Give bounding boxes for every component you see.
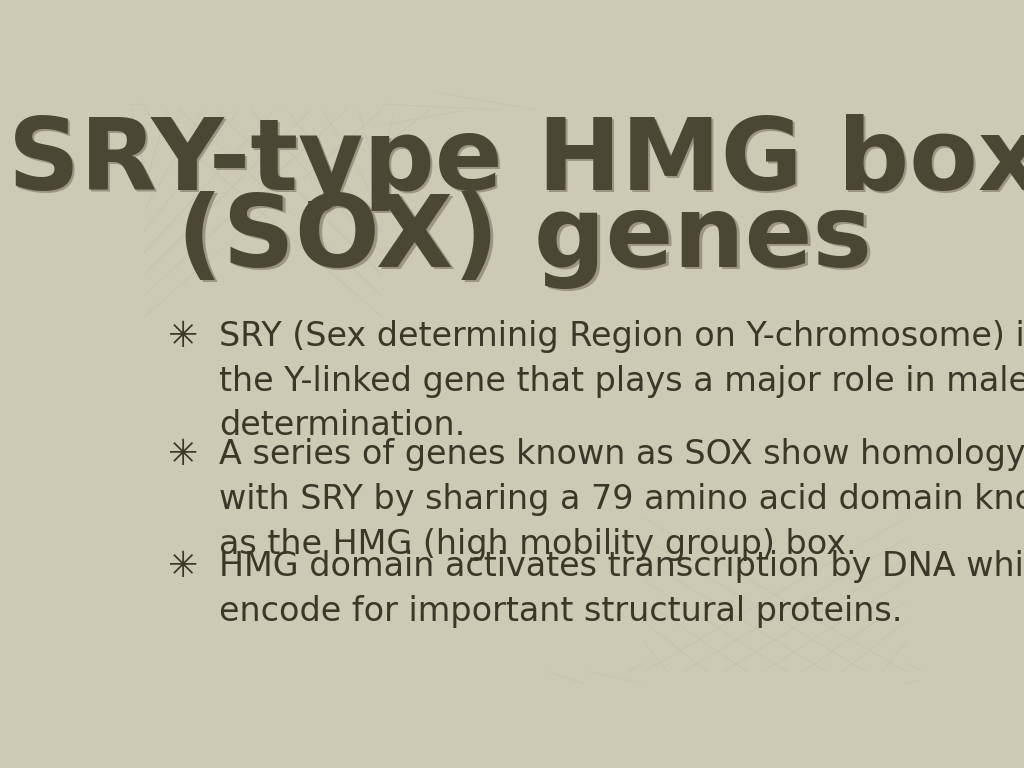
- Text: (SOX) genes: (SOX) genes: [177, 191, 872, 289]
- Text: SRY (Sex determinig Region on Y-chromosome) is
the Y-linked gene that plays a ma: SRY (Sex determinig Region on Y-chromoso…: [219, 319, 1024, 442]
- Text: A series of genes known as SOX show homology
with SRY by sharing a 79 amino acid: A series of genes known as SOX show homo…: [219, 438, 1024, 561]
- Text: HMG domain activates transcription by DNA which
encode for important structural : HMG domain activates transcription by DN…: [219, 551, 1024, 628]
- Text: ✳: ✳: [168, 438, 199, 472]
- Text: SRY-type HMG box: SRY-type HMG box: [7, 114, 1024, 212]
- Text: (SOX) genes: (SOX) genes: [179, 193, 874, 291]
- Text: ✳: ✳: [168, 319, 199, 354]
- Text: SRY-type HMG box: SRY-type HMG box: [10, 116, 1024, 214]
- Text: ✳: ✳: [168, 551, 199, 584]
